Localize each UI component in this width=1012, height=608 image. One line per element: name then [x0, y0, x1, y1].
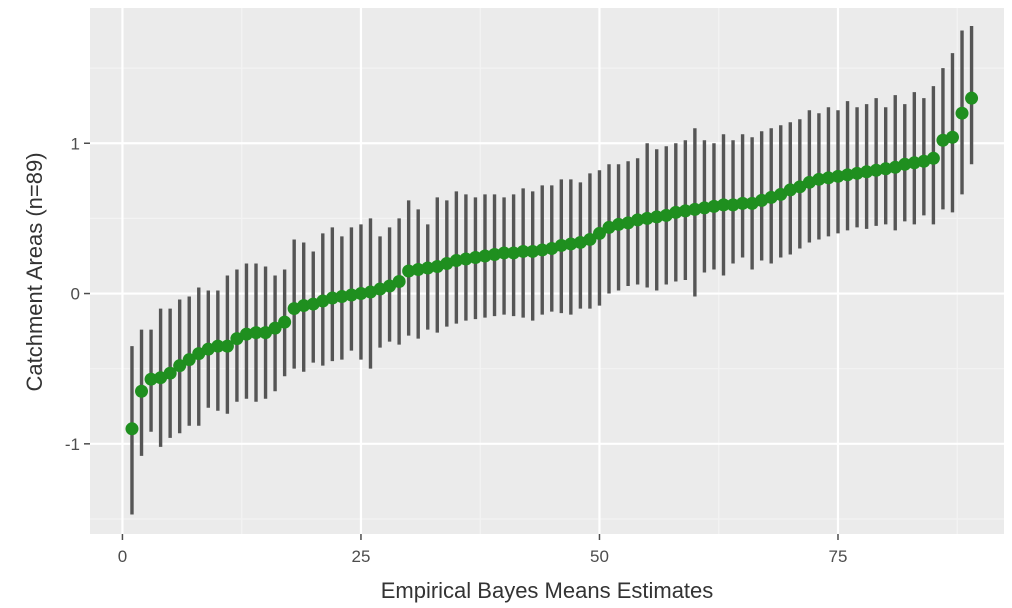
data-point	[507, 246, 521, 260]
data-point	[631, 213, 645, 227]
data-point	[898, 157, 912, 171]
data-point	[268, 321, 282, 335]
data-point	[535, 243, 549, 257]
data-point	[707, 199, 721, 213]
data-point	[478, 249, 492, 263]
data-point	[850, 166, 864, 180]
x-tick-label: 25	[351, 547, 370, 566]
data-point	[726, 198, 740, 212]
data-point	[640, 211, 654, 225]
data-point	[612, 217, 626, 231]
data-point	[583, 232, 597, 246]
data-point	[402, 264, 416, 278]
data-point	[554, 238, 568, 252]
grid-major	[90, 8, 1004, 534]
x-tick-label: 50	[590, 547, 609, 566]
data-point	[860, 165, 874, 179]
data-point	[278, 315, 292, 329]
data-point	[163, 366, 177, 380]
data-point	[678, 204, 692, 218]
data-point	[144, 372, 158, 386]
data-point	[182, 353, 196, 367]
data-point	[945, 130, 959, 144]
data-point	[335, 290, 349, 304]
data-point	[879, 162, 893, 176]
data-point	[564, 237, 578, 251]
data-point	[249, 326, 263, 340]
data-point	[411, 262, 425, 276]
grid-minor	[90, 8, 1004, 534]
y-tick-label: 0	[71, 285, 80, 304]
data-point	[125, 422, 139, 436]
x-tick-label: 75	[829, 547, 848, 566]
data-point	[220, 339, 234, 353]
data-point	[459, 252, 473, 266]
x-tick-label: 0	[118, 547, 127, 566]
y-axis-title: Catchment Areas (n=89)	[22, 152, 47, 391]
data-point	[354, 287, 368, 301]
data-point	[841, 168, 855, 182]
data-point	[831, 169, 845, 183]
data-point	[821, 171, 835, 185]
data-point	[717, 198, 731, 212]
y-tick-label: 1	[71, 134, 80, 153]
data-point	[392, 275, 406, 289]
data-point	[965, 91, 979, 105]
data-point	[421, 261, 435, 275]
data-point	[907, 156, 921, 170]
data-point	[926, 151, 940, 165]
x-axis-ticks: 0 25 50 75	[118, 534, 848, 566]
data-point	[449, 253, 463, 267]
y-tick-label: -1	[65, 435, 80, 454]
data-point	[812, 172, 826, 186]
data-points	[125, 91, 979, 436]
data-point	[592, 226, 606, 240]
data-point	[736, 196, 750, 210]
data-point	[173, 359, 187, 373]
data-point	[869, 163, 883, 177]
data-point	[468, 250, 482, 264]
data-point	[297, 299, 311, 313]
data-point	[497, 246, 511, 260]
data-point	[669, 205, 683, 219]
data-point	[488, 247, 502, 261]
data-point	[516, 244, 530, 258]
data-point	[955, 106, 969, 120]
plot-panel	[90, 8, 1004, 534]
y-axis-ticks: -1 0 1	[65, 134, 90, 454]
data-point	[526, 244, 540, 258]
data-point	[325, 291, 339, 305]
data-point	[688, 202, 702, 216]
data-point	[650, 210, 664, 224]
data-point	[135, 384, 149, 398]
data-point	[697, 201, 711, 215]
data-point	[344, 288, 358, 302]
data-point	[211, 339, 225, 353]
data-point	[239, 327, 253, 341]
x-axis-title: Empirical Bayes Means Estimates	[381, 578, 714, 603]
